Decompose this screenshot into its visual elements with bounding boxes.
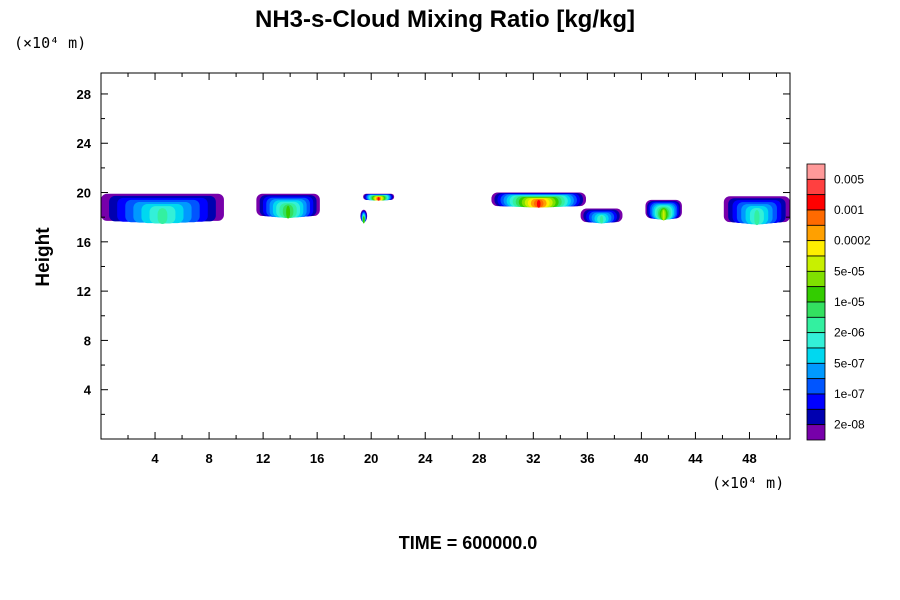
colorbar-label: 0.0002 xyxy=(834,234,871,248)
colorbar-label: 2e-06 xyxy=(834,326,865,340)
colorbar-swatch xyxy=(806,378,826,395)
colorbar-label: 1e-07 xyxy=(834,387,865,401)
x-axis-unit: (×10⁴ m) xyxy=(712,474,784,492)
colorbar-label: 5e-07 xyxy=(834,356,865,370)
cloud-layer xyxy=(362,216,365,224)
y-tick-label: 16 xyxy=(77,235,91,250)
cloud-layer xyxy=(754,209,760,226)
cloud-layer xyxy=(662,210,665,221)
colorbar-swatch xyxy=(806,194,826,211)
x-tick-label: 32 xyxy=(526,451,540,466)
colorbar-swatch xyxy=(806,362,826,380)
y-tick-label: 4 xyxy=(84,383,92,398)
colorbar-swatch xyxy=(806,301,826,318)
x-tick-label: 28 xyxy=(472,451,486,466)
colorbar-label: 1e-05 xyxy=(834,295,865,309)
cloud-layer xyxy=(377,197,380,201)
x-tick-label: 4 xyxy=(151,451,159,466)
colorbar-swatch xyxy=(806,424,826,441)
y-tick-label: 20 xyxy=(77,186,91,201)
colorbar-swatch xyxy=(806,178,826,196)
cloud-layer xyxy=(536,200,541,208)
y-tick-label: 28 xyxy=(77,87,91,102)
cloud-layer xyxy=(286,205,291,219)
x-axis: 4 8 12 16 20 24 28 32 36 40 44 48 xyxy=(127,73,777,466)
y-axis: 4 8 12 16 20 24 28 xyxy=(77,87,790,415)
cloud-layer xyxy=(157,208,168,225)
y-tick-label: 8 xyxy=(84,333,91,348)
y-tick-label: 12 xyxy=(77,284,91,299)
colorbar-swatch xyxy=(806,163,826,180)
x-tick-label: 8 xyxy=(205,451,212,466)
y-axis-label: Height xyxy=(33,227,54,287)
x-tick-label: 48 xyxy=(742,451,756,466)
x-tick-label: 44 xyxy=(688,451,703,466)
colorbar-swatch xyxy=(806,255,826,272)
colorbar-swatch xyxy=(806,224,826,242)
x-tick-label: 40 xyxy=(634,451,648,466)
y-axis-unit: (×10⁴ m) xyxy=(14,34,86,52)
colorbar-label: 2e-08 xyxy=(834,418,865,432)
x-tick-label: 24 xyxy=(418,451,433,466)
plot-frame xyxy=(100,72,791,440)
x-tick-label: 16 xyxy=(310,451,324,466)
colorbar-swatch xyxy=(806,332,826,349)
colorbar-label: 5e-05 xyxy=(834,264,865,278)
x-tick-label: 12 xyxy=(256,451,270,466)
colorbar-swatch xyxy=(806,209,826,226)
colorbar-swatch xyxy=(806,270,826,288)
colorbar-swatch xyxy=(806,408,826,426)
colorbar-swatch xyxy=(806,316,826,334)
colorbar-swatch xyxy=(806,286,826,303)
colorbar-swatch xyxy=(806,347,826,364)
colorbar: 0.005 0.001 0.0002 5e-05 1e-05 2e-06 5e-07 1e-0… xyxy=(806,163,871,441)
cloud-field xyxy=(101,192,790,226)
colorbar-label: 0.001 xyxy=(834,203,864,217)
time-label: TIME = 600000.0 xyxy=(399,533,538,553)
cloud-layer xyxy=(599,215,604,224)
y-tick-label: 24 xyxy=(77,136,92,151)
x-tick-label: 20 xyxy=(364,451,378,466)
chart-title: NH3-s-Cloud Mixing Ratio [kg/kg] xyxy=(255,6,635,33)
colorbar-swatch xyxy=(806,240,826,257)
colorbar-swatch xyxy=(806,393,826,410)
x-tick-label: 36 xyxy=(580,451,594,466)
colorbar-label: 0.005 xyxy=(834,172,864,186)
